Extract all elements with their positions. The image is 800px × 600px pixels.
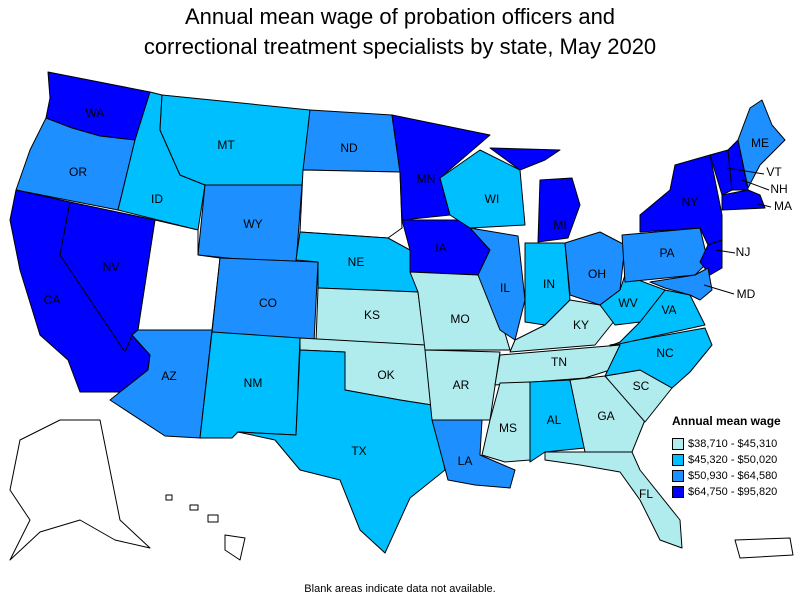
label-va: VA (661, 303, 676, 317)
label-md: MD (737, 287, 756, 301)
legend-label-2: $50,930 - $64,580 (688, 470, 778, 482)
label-mi: MI (553, 218, 566, 232)
leader-nh (741, 179, 770, 191)
legend-title: Annual mean wage (672, 414, 781, 428)
state-fl[interactable] (544, 451, 683, 549)
state-wi[interactable] (439, 149, 526, 229)
label-wv: WV (618, 296, 637, 310)
legend-item-1: $45,320 - $50,020 (672, 452, 800, 468)
label-nd: ND (340, 141, 358, 155)
label-al: AL (547, 413, 562, 427)
leader-ma (757, 203, 772, 208)
legend-label-0: $38,710 - $45,310 (688, 438, 778, 450)
label-nh: NH (770, 182, 787, 196)
state-nj[interactable] (699, 239, 723, 276)
map-title: Annual mean wage of probation officers a… (0, 2, 800, 62)
leader-md (703, 284, 735, 295)
state-hi[interactable] (165, 494, 246, 561)
legend-item-2: $50,930 - $64,580 (672, 468, 800, 484)
state-tx[interactable] (237, 349, 446, 554)
state-ak[interactable] (9, 419, 151, 561)
label-tx: TX (351, 444, 366, 458)
state-ma[interactable] (721, 189, 766, 211)
state-sd[interactable] (299, 169, 403, 239)
label-mo: MO (450, 312, 469, 326)
state-il[interactable] (469, 227, 526, 341)
legend-label-1: $45,320 - $50,020 (688, 454, 778, 466)
label-mn: MN (417, 172, 436, 186)
legend-item-0: $38,710 - $45,310 (672, 436, 800, 452)
state-ny[interactable] (639, 154, 723, 246)
label-ar: AR (453, 378, 470, 392)
label-in: IN (543, 277, 555, 291)
label-nm: NM (244, 376, 263, 390)
label-ok: OK (377, 368, 394, 382)
state-mt[interactable] (159, 94, 311, 186)
callout-leader-lines (703, 167, 772, 295)
label-id: ID (151, 192, 163, 206)
label-ga: GA (597, 409, 614, 423)
label-ms: MS (499, 421, 517, 435)
footnote: Blank areas indicate data not available. (304, 583, 496, 595)
label-or: OR (69, 165, 87, 179)
legend-swatch-2 (672, 470, 684, 482)
label-nj: NJ (736, 245, 751, 259)
state-me[interactable] (737, 99, 786, 189)
legend-label-3: $64,750 - $95,820 (688, 486, 778, 498)
label-ia: IA (435, 241, 446, 255)
label-wa: WA (86, 106, 105, 120)
label-vt: VT (766, 165, 782, 179)
state-pr[interactable] (734, 537, 794, 559)
state-la[interactable] (431, 419, 516, 489)
label-nc: NC (656, 346, 674, 360)
label-mt: MT (217, 138, 235, 152)
label-il: IL (500, 281, 510, 295)
state-al[interactable] (529, 379, 586, 463)
legend-swatch-0 (672, 438, 684, 450)
label-la: LA (458, 454, 473, 468)
state-mi[interactable] (489, 147, 581, 243)
label-az: AZ (161, 369, 176, 383)
label-wi: WI (485, 192, 500, 206)
label-nv: NV (103, 260, 120, 274)
label-co: CO (259, 296, 277, 310)
label-ny: NY (682, 195, 699, 209)
label-pa: PA (659, 246, 674, 260)
label-wy: WY (243, 217, 262, 231)
label-fl: FL (639, 487, 653, 501)
label-ne: NE (348, 255, 365, 269)
state-nc[interactable] (604, 327, 713, 389)
state-md[interactable] (649, 267, 713, 301)
label-tn: TN (551, 355, 567, 369)
legend: Annual mean wage $38,710 - $45,310 $45,3… (672, 414, 800, 500)
leader-nj (715, 249, 736, 254)
legend-swatch-1 (672, 454, 684, 466)
label-ca: CA (44, 293, 61, 307)
label-me: ME (751, 136, 769, 150)
state-wv[interactable] (599, 274, 666, 326)
label-ma: MA (774, 199, 792, 213)
leader-vt (726, 167, 765, 175)
state-tn[interactable] (494, 344, 621, 386)
map-title-line2: correctional treatment specialists by st… (143, 34, 657, 59)
legend-swatch-3 (672, 486, 684, 498)
label-oh: OH (588, 267, 606, 281)
label-sc: SC (633, 379, 650, 393)
legend-item-3: $64,750 - $95,820 (672, 484, 800, 500)
label-ks: KS (364, 308, 380, 322)
label-ky: KY (573, 318, 589, 332)
state-ga[interactable] (569, 375, 646, 453)
state-labels: WA OR CA NV ID MT WY AZ CO NM ND NE KS O… (44, 106, 792, 501)
map-title-line1: Annual mean wage of probation officers a… (184, 4, 616, 29)
